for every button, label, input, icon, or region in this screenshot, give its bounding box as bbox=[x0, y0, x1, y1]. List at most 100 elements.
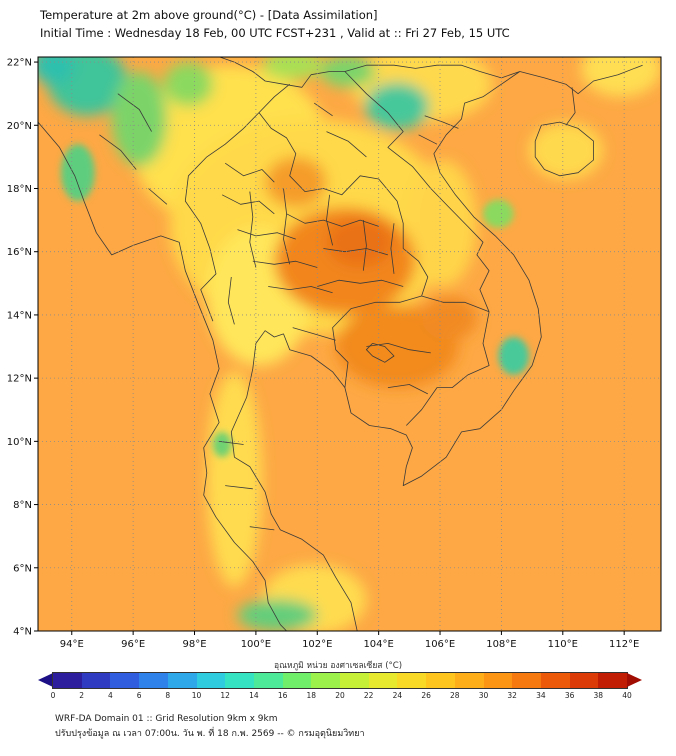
province-line bbox=[252, 260, 318, 268]
colorbar-tick-label: 12 bbox=[220, 691, 230, 700]
colorbar-cell bbox=[311, 673, 341, 688]
temp-region-hainan-yellow bbox=[529, 122, 603, 179]
province-line bbox=[387, 384, 428, 395]
province-line bbox=[221, 194, 275, 215]
province-line bbox=[249, 191, 257, 268]
colorbar-min-arrow bbox=[38, 673, 53, 687]
province-line bbox=[249, 526, 275, 531]
colorbar-tick-label: 16 bbox=[277, 691, 288, 700]
temp-region-topright-yellow bbox=[581, 57, 661, 97]
lon-tick-label: 102°E bbox=[302, 639, 332, 650]
province-line bbox=[418, 134, 438, 145]
border-laos-cambodia bbox=[421, 295, 490, 313]
colorbar-tick-label: 40 bbox=[622, 691, 632, 700]
colorbar-cell bbox=[282, 673, 312, 688]
colorbar-cell bbox=[569, 673, 599, 688]
colorbar-label: อุณหภูมิ หน่วย องศาเซลเซียส (°C) bbox=[273, 661, 403, 671]
province-line bbox=[424, 115, 459, 129]
province-line bbox=[326, 131, 367, 158]
temp-region-peninsula-cool-spot bbox=[212, 431, 232, 458]
colorbar-tick-label: 10 bbox=[191, 691, 202, 700]
temp-region-rakhine-cool bbox=[61, 144, 95, 202]
colorbar-gradient bbox=[52, 672, 628, 689]
colorbar bbox=[38, 672, 642, 689]
lat-tick-label: 6°N bbox=[13, 563, 32, 574]
province-line bbox=[219, 441, 244, 445]
lat-tick-label: 8°N bbox=[13, 500, 32, 511]
colorbar-tick-label: 18 bbox=[306, 691, 317, 700]
colorbar-cell bbox=[598, 673, 628, 688]
temp-region-shan-east-cool bbox=[163, 62, 213, 107]
colorbar-cell bbox=[397, 673, 427, 688]
lat-tick-label: 16°N bbox=[7, 247, 32, 258]
province-line bbox=[227, 276, 235, 325]
lon-tick-label: 112°E bbox=[609, 639, 639, 650]
temp-region-laos-vietnam-cool bbox=[364, 82, 430, 130]
province-line bbox=[390, 223, 395, 274]
temp-region-sumatra-cool bbox=[237, 599, 318, 631]
boundary-lines bbox=[38, 57, 643, 631]
coast-west bbox=[38, 121, 287, 631]
colorbar-tick-label: 4 bbox=[108, 691, 113, 700]
province-line bbox=[326, 194, 333, 246]
temp-region-annam-coast-yellow bbox=[409, 160, 477, 287]
colorbar-cell bbox=[139, 673, 168, 688]
colorbar-tick-label: 0 bbox=[50, 691, 56, 700]
colorbar-cell bbox=[110, 673, 140, 688]
hainan-island bbox=[534, 121, 594, 177]
footer: WRF-DA Domain 01 :: Grid Resolution 9km … bbox=[55, 712, 365, 743]
colorbar-cell bbox=[81, 673, 111, 688]
colorbar-tick-label: 36 bbox=[564, 691, 575, 700]
header: Temperature at 2m above ground(°C) - [Da… bbox=[40, 6, 510, 43]
lat-tick-label: 14°N bbox=[7, 310, 32, 321]
province-line bbox=[117, 93, 152, 132]
colorbar-tick-label: 38 bbox=[593, 691, 604, 700]
lon-tick-label: 110°E bbox=[548, 639, 578, 650]
province-line bbox=[362, 220, 367, 271]
lon-tick-label: 96°E bbox=[121, 639, 145, 650]
colorbar-tick-label: 34 bbox=[536, 691, 546, 700]
temp-region-peninsula-yellow bbox=[206, 371, 262, 587]
province-line bbox=[268, 286, 333, 294]
tonle-sap-lake bbox=[365, 343, 395, 363]
border-thailand-cambodia bbox=[332, 295, 422, 388]
lat-tick-label: 4°N bbox=[13, 627, 32, 638]
province-line bbox=[99, 134, 137, 170]
colorbar-tick-label: 14 bbox=[249, 691, 259, 700]
colorbar-tick-label: 28 bbox=[450, 691, 460, 700]
colorbar-tick-label: 32 bbox=[507, 691, 517, 700]
province-line bbox=[366, 342, 431, 354]
leizhou-peninsula bbox=[565, 87, 576, 126]
lon-tick-label: 98°E bbox=[182, 639, 206, 650]
temp-region-hue-cool-spot bbox=[483, 199, 514, 228]
colorbar-cell bbox=[368, 673, 398, 688]
colorbar-cell bbox=[196, 673, 226, 688]
map-subtitle: Initial Time : Wednesday 18 Feb, 00 UTC … bbox=[40, 26, 510, 41]
province-line bbox=[224, 162, 275, 183]
province-line bbox=[237, 229, 296, 240]
coast-east-indochina bbox=[230, 71, 542, 631]
colorbar-cell bbox=[225, 673, 254, 688]
temp-region-corner-cool bbox=[38, 57, 75, 85]
footer-model-info: WRF-DA Domain 01 :: Grid Resolution 9km … bbox=[55, 714, 278, 724]
colorbar-cell bbox=[426, 673, 455, 688]
temp-region-vietnam-highland-cool bbox=[498, 337, 529, 375]
border-cambodia-vietnam bbox=[406, 311, 490, 426]
lat-tick-label: 18°N bbox=[7, 184, 32, 195]
lat-tick-label: 10°N bbox=[7, 437, 32, 448]
province-line bbox=[148, 188, 168, 205]
lat-tick-label: 12°N bbox=[7, 374, 32, 385]
colorbar-tick-label: 22 bbox=[363, 691, 374, 700]
colorbar-tick-label: 20 bbox=[335, 691, 345, 700]
footer-update-info: ปรับปรุงข้อมูล ณ เวลา 07:00น. วัน พ. ที่… bbox=[55, 729, 365, 740]
lat-tick-label: 20°N bbox=[7, 121, 32, 132]
lon-tick-label: 94°E bbox=[60, 639, 84, 650]
province-line bbox=[225, 485, 253, 490]
colorbar-cell bbox=[454, 673, 484, 688]
colorbar-cell bbox=[253, 673, 283, 688]
colorbar-cell bbox=[167, 673, 197, 688]
lat-tick-label: 22°N bbox=[7, 58, 32, 69]
colorbar-tick-label: 24 bbox=[392, 691, 403, 700]
border-myanmar-thailand bbox=[184, 112, 260, 322]
